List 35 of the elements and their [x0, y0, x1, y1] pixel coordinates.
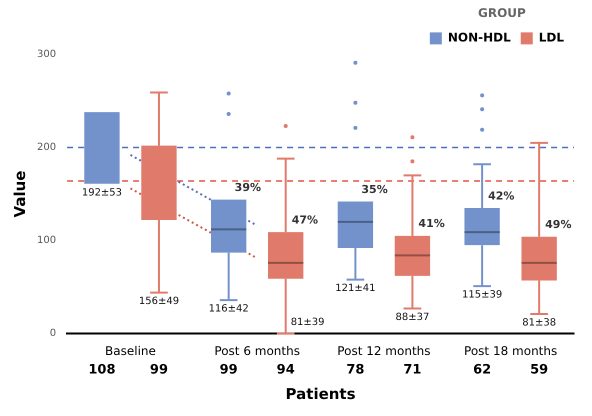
annotation: 42% [488, 189, 514, 202]
x-tick-label: Baseline [105, 344, 156, 358]
text: 156±49 [138, 296, 180, 308]
text: 62 [473, 362, 492, 378]
text: 116±42 [208, 304, 249, 315]
y-tick-label: 200 [36, 142, 56, 154]
text: 81±38 [522, 318, 556, 329]
text: 115±39 [462, 290, 502, 301]
annotation: 39% [234, 180, 262, 194]
y-tick-label: 300 [36, 48, 56, 60]
x-tick-label: Post 12 months [337, 344, 431, 358]
legend-label: NON-HDL [448, 30, 512, 45]
x-tick-label: Post 6 months [214, 344, 300, 358]
y-tick-label: 0 [50, 328, 56, 340]
legend-label: LDL [538, 30, 564, 45]
annotation: 49% [545, 218, 572, 232]
text: 94 [276, 362, 295, 378]
y-axis-title: Value [10, 170, 29, 218]
text: 71 [403, 362, 422, 378]
text: 88±37 [396, 312, 430, 324]
annotation: 35% [361, 182, 388, 196]
annotation: 41% [418, 217, 445, 230]
annotation: 47% [292, 214, 318, 227]
text: 78 [346, 362, 364, 378]
x-tick-label: Post 18 months [464, 344, 558, 358]
y-tick-label: 100 [36, 235, 56, 246]
text: 99 [150, 362, 168, 378]
legend-title: GROUP [478, 6, 526, 20]
x-axis-title: Patients [286, 384, 356, 403]
text: 121±41 [335, 283, 376, 294]
text: 99 [220, 362, 238, 378]
text: 81±39 [290, 317, 325, 328]
text: 192±53 [82, 187, 122, 198]
text: 59 [530, 362, 548, 378]
text: 108 [88, 362, 116, 378]
